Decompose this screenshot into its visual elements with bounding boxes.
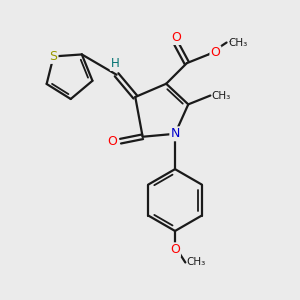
- Text: CH₃: CH₃: [228, 38, 247, 47]
- Text: S: S: [50, 50, 58, 63]
- Text: O: O: [172, 31, 182, 44]
- Text: O: O: [107, 135, 117, 148]
- Text: H: H: [111, 57, 119, 70]
- Text: CH₃: CH₃: [187, 257, 206, 268]
- Text: O: O: [170, 243, 180, 256]
- Text: CH₃: CH₃: [212, 91, 231, 100]
- Text: methyl: methyl: [229, 40, 234, 42]
- Text: N: N: [170, 127, 180, 140]
- Text: O: O: [210, 46, 220, 59]
